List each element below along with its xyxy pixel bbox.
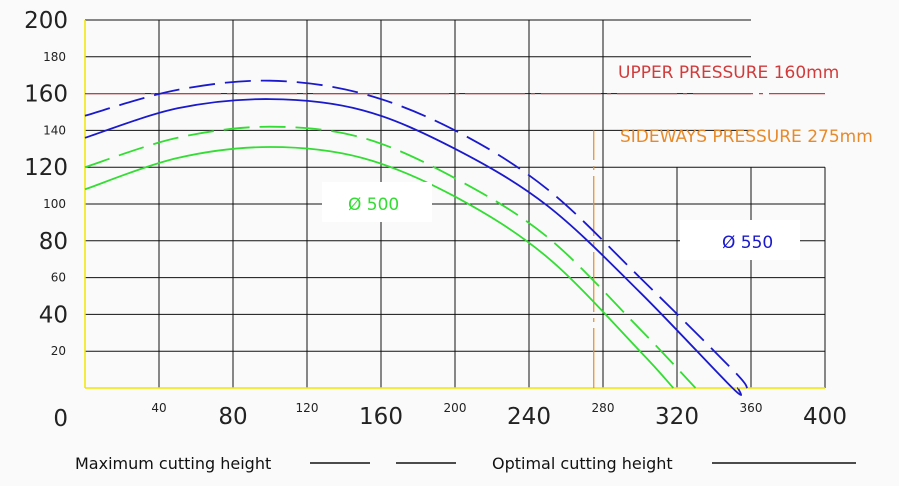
x-tick-label-320: 320 (655, 404, 699, 430)
series (84, 79, 749, 396)
legend-opt-label: Optimal cutting height (492, 454, 673, 473)
annotation-d550: Ø 550 (722, 233, 773, 253)
tick-labels: 20 40 60 80 100 120 140 160 180 200 0 40 80 120 160 200… (24, 8, 847, 432)
y-tick-label-0: 0 (53, 406, 68, 432)
series-line-2 (84, 79, 749, 389)
upper-pressure-label: UPPER PRESSURE 160mm (618, 63, 839, 83)
series-line-1 (84, 146, 674, 389)
x-tick-label-280: 280 (592, 401, 615, 415)
x-tick-label-40: 40 (151, 401, 166, 415)
x-tick-label-120: 120 (296, 401, 319, 415)
y-tick-label-80: 80 (39, 229, 68, 255)
x-tick-label-400: 400 (803, 404, 847, 430)
axes (84, 20, 825, 389)
annotation-d500: Ø 500 (348, 195, 399, 215)
y-tick-label-100: 100 (43, 197, 66, 211)
x-tick-label-80: 80 (218, 404, 247, 430)
y-tick-label-180: 180 (43, 50, 66, 64)
x-tick-label-360: 360 (740, 401, 763, 415)
x-tick-label-200: 200 (444, 401, 467, 415)
y-tick-label-140: 140 (43, 123, 66, 137)
y-tick-label-60: 60 (51, 271, 66, 285)
legend: Maximum cutting height Optimal cutting h… (75, 454, 856, 473)
y-tick-label-120: 120 (24, 155, 68, 181)
x-tick-label-160: 160 (359, 404, 403, 430)
y-tick-label-160: 160 (24, 82, 68, 108)
annotation-bg-500 (322, 182, 432, 222)
legend-max-label: Maximum cutting height (75, 454, 271, 473)
series-line-0 (84, 125, 697, 389)
y-tick-label-20: 20 (51, 344, 66, 358)
y-tick-label-200: 200 (24, 8, 68, 34)
reference-lines (85, 92, 825, 388)
y-tick-label-40: 40 (39, 302, 68, 328)
annotation-bg-550 (680, 220, 800, 260)
series-line-3 (84, 98, 743, 396)
sideways-pressure-label: SIDEWAYS PRESSURE 275mm (620, 127, 873, 147)
x-tick-label-240: 240 (507, 404, 551, 430)
